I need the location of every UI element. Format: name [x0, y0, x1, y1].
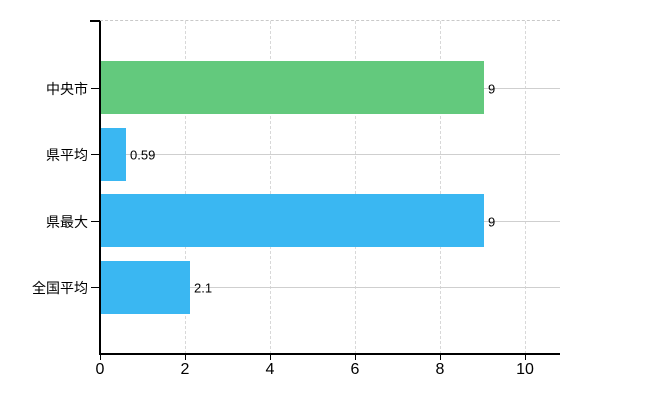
x-tick-label-8: 8: [435, 361, 445, 378]
x-tick-0: [100, 355, 101, 360]
gridline-x-6: [355, 21, 356, 354]
category-label-2: 県最大: [46, 214, 88, 230]
x-tick-6: [355, 355, 356, 360]
y-tick-3: [91, 287, 99, 288]
value-label-3: 2.1: [194, 280, 213, 296]
gridline-x-8: [440, 21, 441, 354]
x-tick-label-4: 4: [265, 361, 275, 378]
bar-3: [101, 261, 190, 314]
y-tick-0: [91, 88, 99, 89]
x-axis-line: [99, 353, 560, 355]
y-axis-top-tick: [90, 20, 100, 22]
x-tick-label-0: 0: [95, 361, 105, 378]
x-tick-2: [185, 355, 186, 360]
gridline-x-2: [185, 21, 186, 354]
category-label-3: 全国平均: [32, 280, 88, 296]
gridline-top-boundary: [100, 20, 560, 21]
x-tick-4: [270, 355, 271, 360]
category-label-1: 県平均: [46, 147, 88, 163]
y-axis-line: [99, 21, 101, 355]
gridline-x-4: [270, 21, 271, 354]
x-tick-label-10: 10: [516, 361, 534, 378]
gridline-x-10: [525, 21, 526, 354]
x-tick-label-6: 6: [350, 361, 360, 378]
gridline-y-3: [100, 287, 560, 288]
bar-0: [101, 61, 484, 114]
y-tick-2: [91, 221, 99, 222]
value-label-2: 9: [488, 214, 496, 230]
bar-2: [101, 194, 484, 247]
value-label-0: 9: [488, 81, 496, 97]
x-tick-label-2: 2: [180, 361, 190, 378]
bar-1: [101, 128, 126, 181]
x-tick-8: [440, 355, 441, 360]
y-tick-1: [91, 154, 99, 155]
gridline-y-1: [100, 154, 560, 155]
value-label-1: 0.59: [130, 147, 156, 163]
x-tick-10: [525, 355, 526, 360]
category-label-0: 中央市: [46, 81, 88, 97]
